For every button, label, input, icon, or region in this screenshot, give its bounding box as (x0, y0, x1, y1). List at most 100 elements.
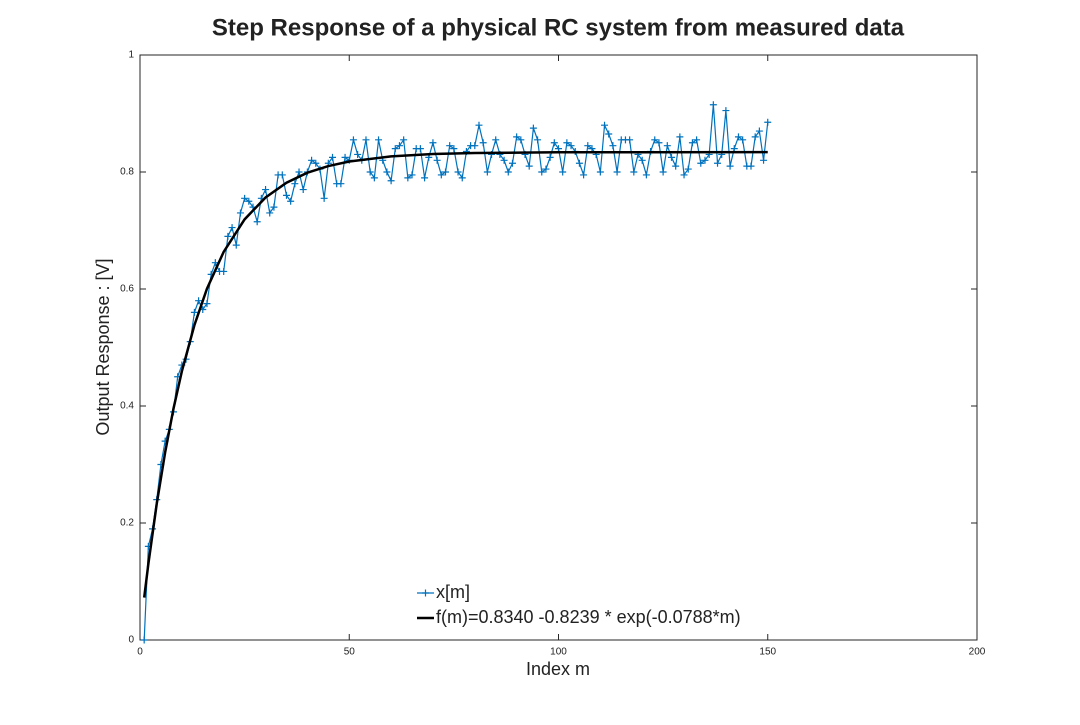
data-point (555, 145, 562, 153)
y-tick-label: 0 (128, 635, 134, 646)
data-point (760, 156, 768, 164)
data-point (312, 159, 320, 167)
data-point (375, 136, 383, 144)
data-point (563, 139, 571, 147)
data-point (580, 171, 588, 179)
data-point (559, 168, 567, 176)
data-point (408, 171, 416, 179)
data-point (755, 127, 763, 135)
data-point (320, 194, 328, 202)
data-point (534, 136, 542, 144)
data-point (575, 159, 583, 167)
data-point (236, 209, 244, 217)
data-point (446, 142, 454, 150)
data-point (525, 162, 533, 170)
data-point (190, 308, 198, 316)
data-point (672, 162, 680, 170)
data-point (262, 186, 270, 194)
data-point (726, 162, 734, 170)
data-point (354, 150, 362, 158)
data-point (471, 142, 479, 150)
data-point (341, 153, 349, 161)
data-point (224, 232, 232, 240)
data-point (483, 168, 491, 176)
data-point (747, 162, 755, 170)
data-point (270, 203, 278, 211)
data-point (282, 191, 290, 199)
data-point (513, 133, 521, 141)
data-point (751, 133, 759, 141)
data-point (596, 168, 604, 176)
data-point (421, 174, 429, 182)
data-point (517, 136, 525, 144)
data-point (228, 224, 236, 232)
data-point (391, 145, 399, 153)
data-point (395, 142, 403, 150)
data-point (764, 118, 772, 126)
y-axis-label: Output Response : [V] (93, 258, 113, 435)
data-point (349, 136, 357, 144)
data-point (651, 136, 659, 144)
data-point (245, 197, 253, 205)
x-axis-label: Index m (526, 659, 590, 679)
data-point (329, 153, 337, 161)
data-point (734, 133, 742, 141)
data-point (609, 142, 617, 150)
data-point (450, 145, 458, 153)
data-point (550, 139, 558, 147)
data-point (458, 174, 466, 182)
data-point (667, 153, 675, 161)
data-point (278, 171, 286, 179)
data-point (605, 130, 613, 138)
data-point (659, 168, 667, 176)
data-point (387, 177, 395, 185)
data-point (680, 171, 688, 179)
data-point (362, 136, 370, 144)
data-point (588, 145, 596, 153)
data-point (739, 136, 747, 144)
data-point (253, 218, 261, 226)
data-point (241, 194, 249, 202)
data-point (492, 136, 500, 144)
legend-label: x[m] (436, 582, 470, 602)
data-point (626, 136, 634, 144)
data-point (601, 121, 609, 129)
data-point (722, 107, 730, 115)
y-tick-label: 1 (128, 50, 134, 61)
data-point (400, 136, 408, 144)
data-point (266, 209, 274, 217)
data-point (232, 241, 240, 249)
data-point (630, 168, 638, 176)
y-tick-label: 0.6 (120, 284, 134, 295)
x-tick-label: 100 (550, 647, 567, 658)
x-tick-label: 0 (137, 647, 143, 658)
data-point (538, 168, 546, 176)
data-point (287, 197, 295, 205)
data-point (709, 101, 717, 109)
data-point (337, 180, 345, 188)
data-point (655, 139, 663, 147)
data-point (693, 136, 701, 144)
data-point (663, 142, 671, 150)
data-point (500, 156, 508, 164)
data-point (140, 636, 148, 644)
data-point (429, 139, 437, 147)
data-point (714, 159, 722, 167)
data-point (404, 174, 412, 182)
data-point (638, 156, 646, 164)
data-point (584, 142, 592, 150)
data-point (203, 300, 211, 308)
x-tick-label: 50 (344, 647, 356, 658)
data-point (697, 159, 705, 167)
y-tick-label: 0.2 (120, 518, 134, 529)
y-tick-label: 0.8 (120, 167, 134, 178)
data-point (508, 159, 516, 167)
data-point (308, 156, 316, 164)
x-tick-label: 150 (759, 647, 776, 658)
data-point (370, 174, 378, 182)
y-tick-label: 0.4 (120, 401, 134, 412)
data-point (195, 297, 203, 305)
data-point (701, 156, 709, 164)
